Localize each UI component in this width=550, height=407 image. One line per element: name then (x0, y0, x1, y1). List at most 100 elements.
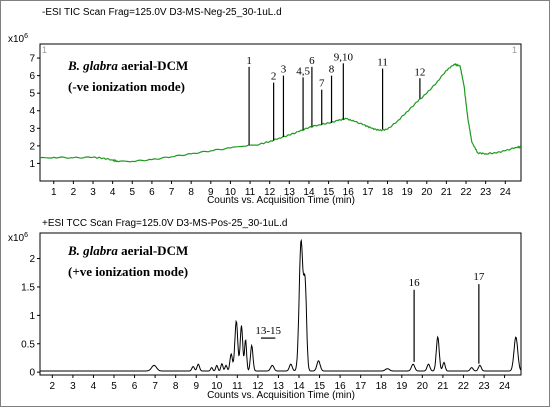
bottom-x-tick-label: 4 (91, 381, 97, 392)
bottom-peak-marker-label: 16 (409, 277, 421, 289)
top-corner-right: 1 (512, 45, 517, 55)
top-y-tick-label: 5 (29, 89, 35, 100)
top-x-tick-label: 23 (480, 187, 492, 198)
top-y-tick-label: 7 (29, 54, 35, 65)
top-x-tick-label: 14 (303, 187, 315, 198)
bottom-y-tick-label: 0 (29, 368, 35, 379)
top-peak-marker-label: 12 (414, 66, 425, 78)
bottom-x-tick-label: 12 (252, 381, 264, 392)
top-peak-marker-label: 1 (246, 55, 252, 67)
bottom-plot-area (39, 232, 522, 376)
top-corner-left: 1 (42, 45, 47, 55)
top-peak-marker-label: 7 (319, 78, 325, 90)
top-x-tick-label: 21 (441, 187, 453, 198)
bottom-x-tick-label: 22 (458, 381, 470, 392)
top-peak-marker-label: 4,5 (296, 65, 310, 77)
top-x-tick-label: 8 (188, 187, 194, 198)
top-y-tick-label: 1 (29, 159, 35, 170)
top-x-tick-label: 15 (323, 187, 335, 198)
bottom-y-tick-label: 0.5 (21, 339, 35, 350)
bottom-x-tick-label: 23 (478, 381, 490, 392)
top-title-rest: aerial-DCM (118, 58, 188, 73)
top-y-multiplier: x106 (8, 33, 28, 45)
top-x-axis: 1 2 3 4 5 6 7 8 9 10 11 12 13 14 15 16 17 18 19 20 21 22 23 24 (51, 181, 511, 198)
bottom-y-tick-label: 2 (29, 254, 35, 265)
bottom-title-rest: aerial-DCM (118, 243, 188, 258)
top-y-tick-label: 3 (29, 124, 35, 135)
top-x-tick-label: 3 (90, 187, 96, 198)
top-header: -ESI TIC Scan Frag=125.0V D3-MS-Neg-25_3… (42, 7, 282, 18)
bottom-peak-marker-label: 13-15 (255, 325, 281, 337)
top-y-tick-label: 6 (29, 71, 35, 82)
bottom-y-axis: 0 0.5 1 1.5 2 (21, 254, 40, 379)
bottom-peak-markers: 13-15 16 17 (255, 271, 485, 364)
bottom-y-multiplier: x106 (8, 232, 28, 244)
bottom-title: B. glabra aerial-DCM (67, 243, 188, 258)
top-x-tick-label: 12 (264, 187, 276, 198)
top-x-tick-label: 20 (421, 187, 433, 198)
top-x-tick-label: 13 (284, 187, 296, 198)
top-x-tick-label: 24 (500, 187, 512, 198)
bottom-x-tick-label: 14 (293, 381, 305, 392)
bottom-x-tick-label: 6 (132, 381, 138, 392)
bottom-x-tick-label: 16 (335, 381, 347, 392)
bottom-x-tick-label: 21 (437, 381, 449, 392)
top-y-tick-label: 2 (29, 141, 35, 152)
bottom-peak-marker-label: 17 (473, 271, 485, 283)
top-x-tick-label: 6 (149, 187, 155, 198)
top-plot-area (39, 43, 522, 182)
top-y-tick-label: 4 (29, 106, 35, 117)
bottom-x-tick-label: 7 (152, 381, 158, 392)
bottom-x-tick-label: 2 (50, 381, 56, 392)
bottom-mode-label: (+ve ionization mode) (68, 264, 188, 279)
bottom-x-tick-label: 11 (232, 381, 243, 392)
top-peak-marker-label: 3 (281, 64, 287, 76)
top-peak-marker-label: 2 (271, 71, 277, 83)
top-x-tick-label: 7 (169, 187, 175, 198)
top-species-name: B. glabra (67, 58, 118, 73)
top-mode-label: (-ve ionization mode) (68, 79, 185, 94)
top-x-tick-label: 19 (402, 187, 414, 198)
top-x-tick-label: 11 (245, 187, 256, 198)
bottom-species-name: B. glabra (67, 243, 118, 258)
top-peak-marker-label: 6 (309, 55, 315, 67)
top-panel: -ESI TIC Scan Frag=125.0V D3-MS-Neg-25_3… (8, 7, 522, 206)
bottom-x-tick-label: 19 (396, 381, 408, 392)
bottom-y-tick-label: 1 (29, 311, 35, 322)
bottom-panel: +ESI TCC Scan Frag=125.0V D3-MS-Pos-25_3… (8, 218, 522, 401)
bottom-x-axis-label: Counts vs. Acquisition Time (min) (207, 390, 355, 401)
bottom-y-tick-label: 1.5 (21, 282, 35, 293)
top-x-tick-label: 9 (208, 187, 214, 198)
bottom-x-tick-label: 8 (173, 381, 179, 392)
top-title: B. glabra aerial-DCM (67, 58, 188, 73)
bottom-x-tick-label: 13 (273, 381, 285, 392)
top-y-axis: 1 2 3 4 5 6 7 (29, 54, 40, 170)
top-peak-marker-label: 8 (329, 64, 335, 76)
top-x-tick-label: 4 (110, 187, 116, 198)
bottom-x-tick-label: 24 (499, 381, 511, 392)
bottom-x-tick-label: 20 (417, 381, 429, 392)
bottom-header: +ESI TCC Scan Frag=125.0V D3-MS-Pos-25_3… (42, 218, 288, 229)
top-x-axis-label: Counts vs. Acquisition Time (min) (207, 195, 355, 206)
bottom-x-tick-label: 10 (211, 381, 223, 392)
top-x-tick-label: 2 (71, 187, 77, 198)
top-x-tick-label: 17 (362, 187, 374, 198)
bottom-x-tick-label: 9 (193, 381, 199, 392)
top-x-tick-label: 1 (51, 187, 57, 198)
top-x-tick-label: 10 (225, 187, 237, 198)
top-x-tick-label: 5 (129, 187, 135, 198)
top-peak-marker-label: 11 (377, 57, 388, 69)
bottom-x-tick-label: 3 (70, 381, 76, 392)
top-peak-marker-label: 9,10 (334, 51, 354, 63)
top-tic-trace (39, 62, 522, 163)
bottom-x-axis: 2 3 4 5 6 7 8 9 10 11 12 13 14 15 16 17 18 19 20 21 22 23 24 (50, 375, 511, 392)
top-x-tick-label: 18 (382, 187, 394, 198)
bottom-tcc-trace (40, 238, 522, 372)
bottom-x-tick-label: 17 (355, 381, 367, 392)
bottom-x-tick-label: 15 (314, 381, 326, 392)
top-x-tick-label: 22 (460, 187, 472, 198)
bottom-x-tick-label: 5 (111, 381, 117, 392)
bottom-x-tick-label: 18 (376, 381, 388, 392)
